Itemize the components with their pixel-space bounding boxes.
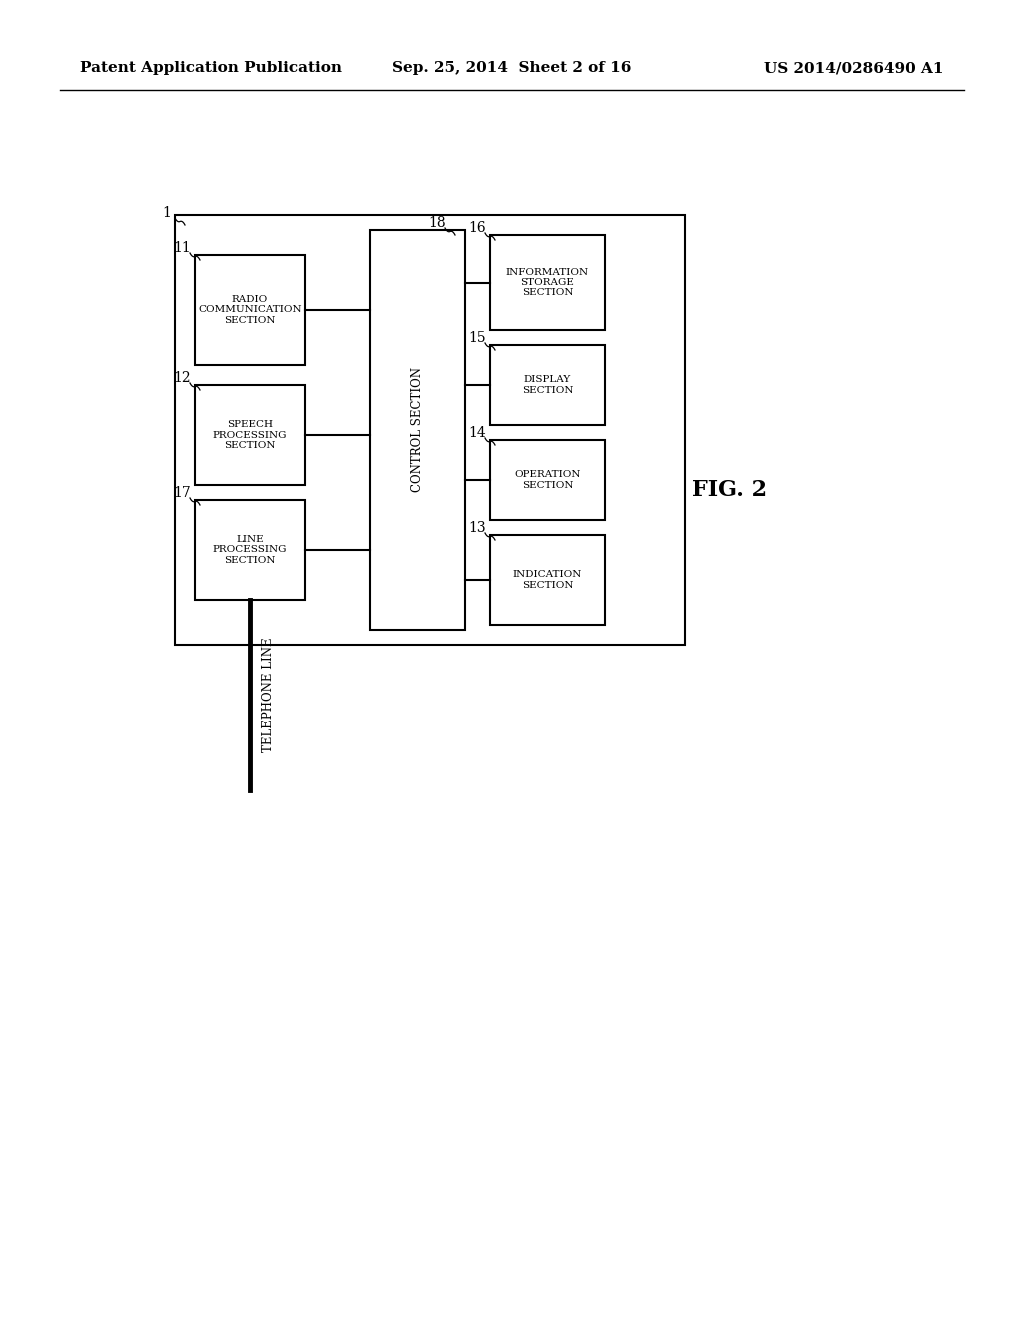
Text: 1: 1	[163, 206, 171, 220]
Text: 11: 11	[173, 242, 190, 255]
Text: FIG. 2: FIG. 2	[692, 479, 768, 502]
Text: 16: 16	[468, 220, 485, 235]
Text: INFORMATION
STORAGE
SECTION: INFORMATION STORAGE SECTION	[506, 268, 589, 297]
Bar	[490, 235, 605, 330]
Bar	[195, 385, 305, 484]
Text: 18: 18	[428, 216, 445, 230]
Text: 12: 12	[173, 371, 190, 385]
Text: OPERATION
SECTION: OPERATION SECTION	[514, 470, 581, 490]
Text: Sep. 25, 2014  Sheet 2 of 16: Sep. 25, 2014 Sheet 2 of 16	[392, 61, 632, 75]
Text: INDICATION
SECTION: INDICATION SECTION	[513, 570, 583, 590]
Bar	[490, 440, 605, 520]
Text: LINE
PROCESSING
SECTION: LINE PROCESSING SECTION	[213, 535, 288, 565]
Text: Patent Application Publication: Patent Application Publication	[80, 61, 342, 75]
Text: 13: 13	[468, 521, 485, 535]
Bar	[175, 215, 685, 645]
Text: US 2014/0286490 A1: US 2014/0286490 A1	[765, 61, 944, 75]
Text: SPEECH
PROCESSING
SECTION: SPEECH PROCESSING SECTION	[213, 420, 288, 450]
Text: CONTROL SECTION: CONTROL SECTION	[411, 367, 424, 492]
Bar	[490, 345, 605, 425]
Bar	[195, 500, 305, 601]
Text: RADIO
COMMUNICATION
SECTION: RADIO COMMUNICATION SECTION	[199, 296, 302, 325]
Text: TELEPHONE LINE: TELEPHONE LINE	[262, 638, 275, 752]
Bar	[370, 230, 465, 630]
Bar	[195, 255, 305, 366]
Text: DISPLAY
SECTION: DISPLAY SECTION	[522, 375, 573, 395]
Text: 14: 14	[468, 426, 485, 440]
Text: 15: 15	[468, 331, 485, 345]
Text: 17: 17	[173, 486, 190, 500]
Bar	[490, 535, 605, 624]
